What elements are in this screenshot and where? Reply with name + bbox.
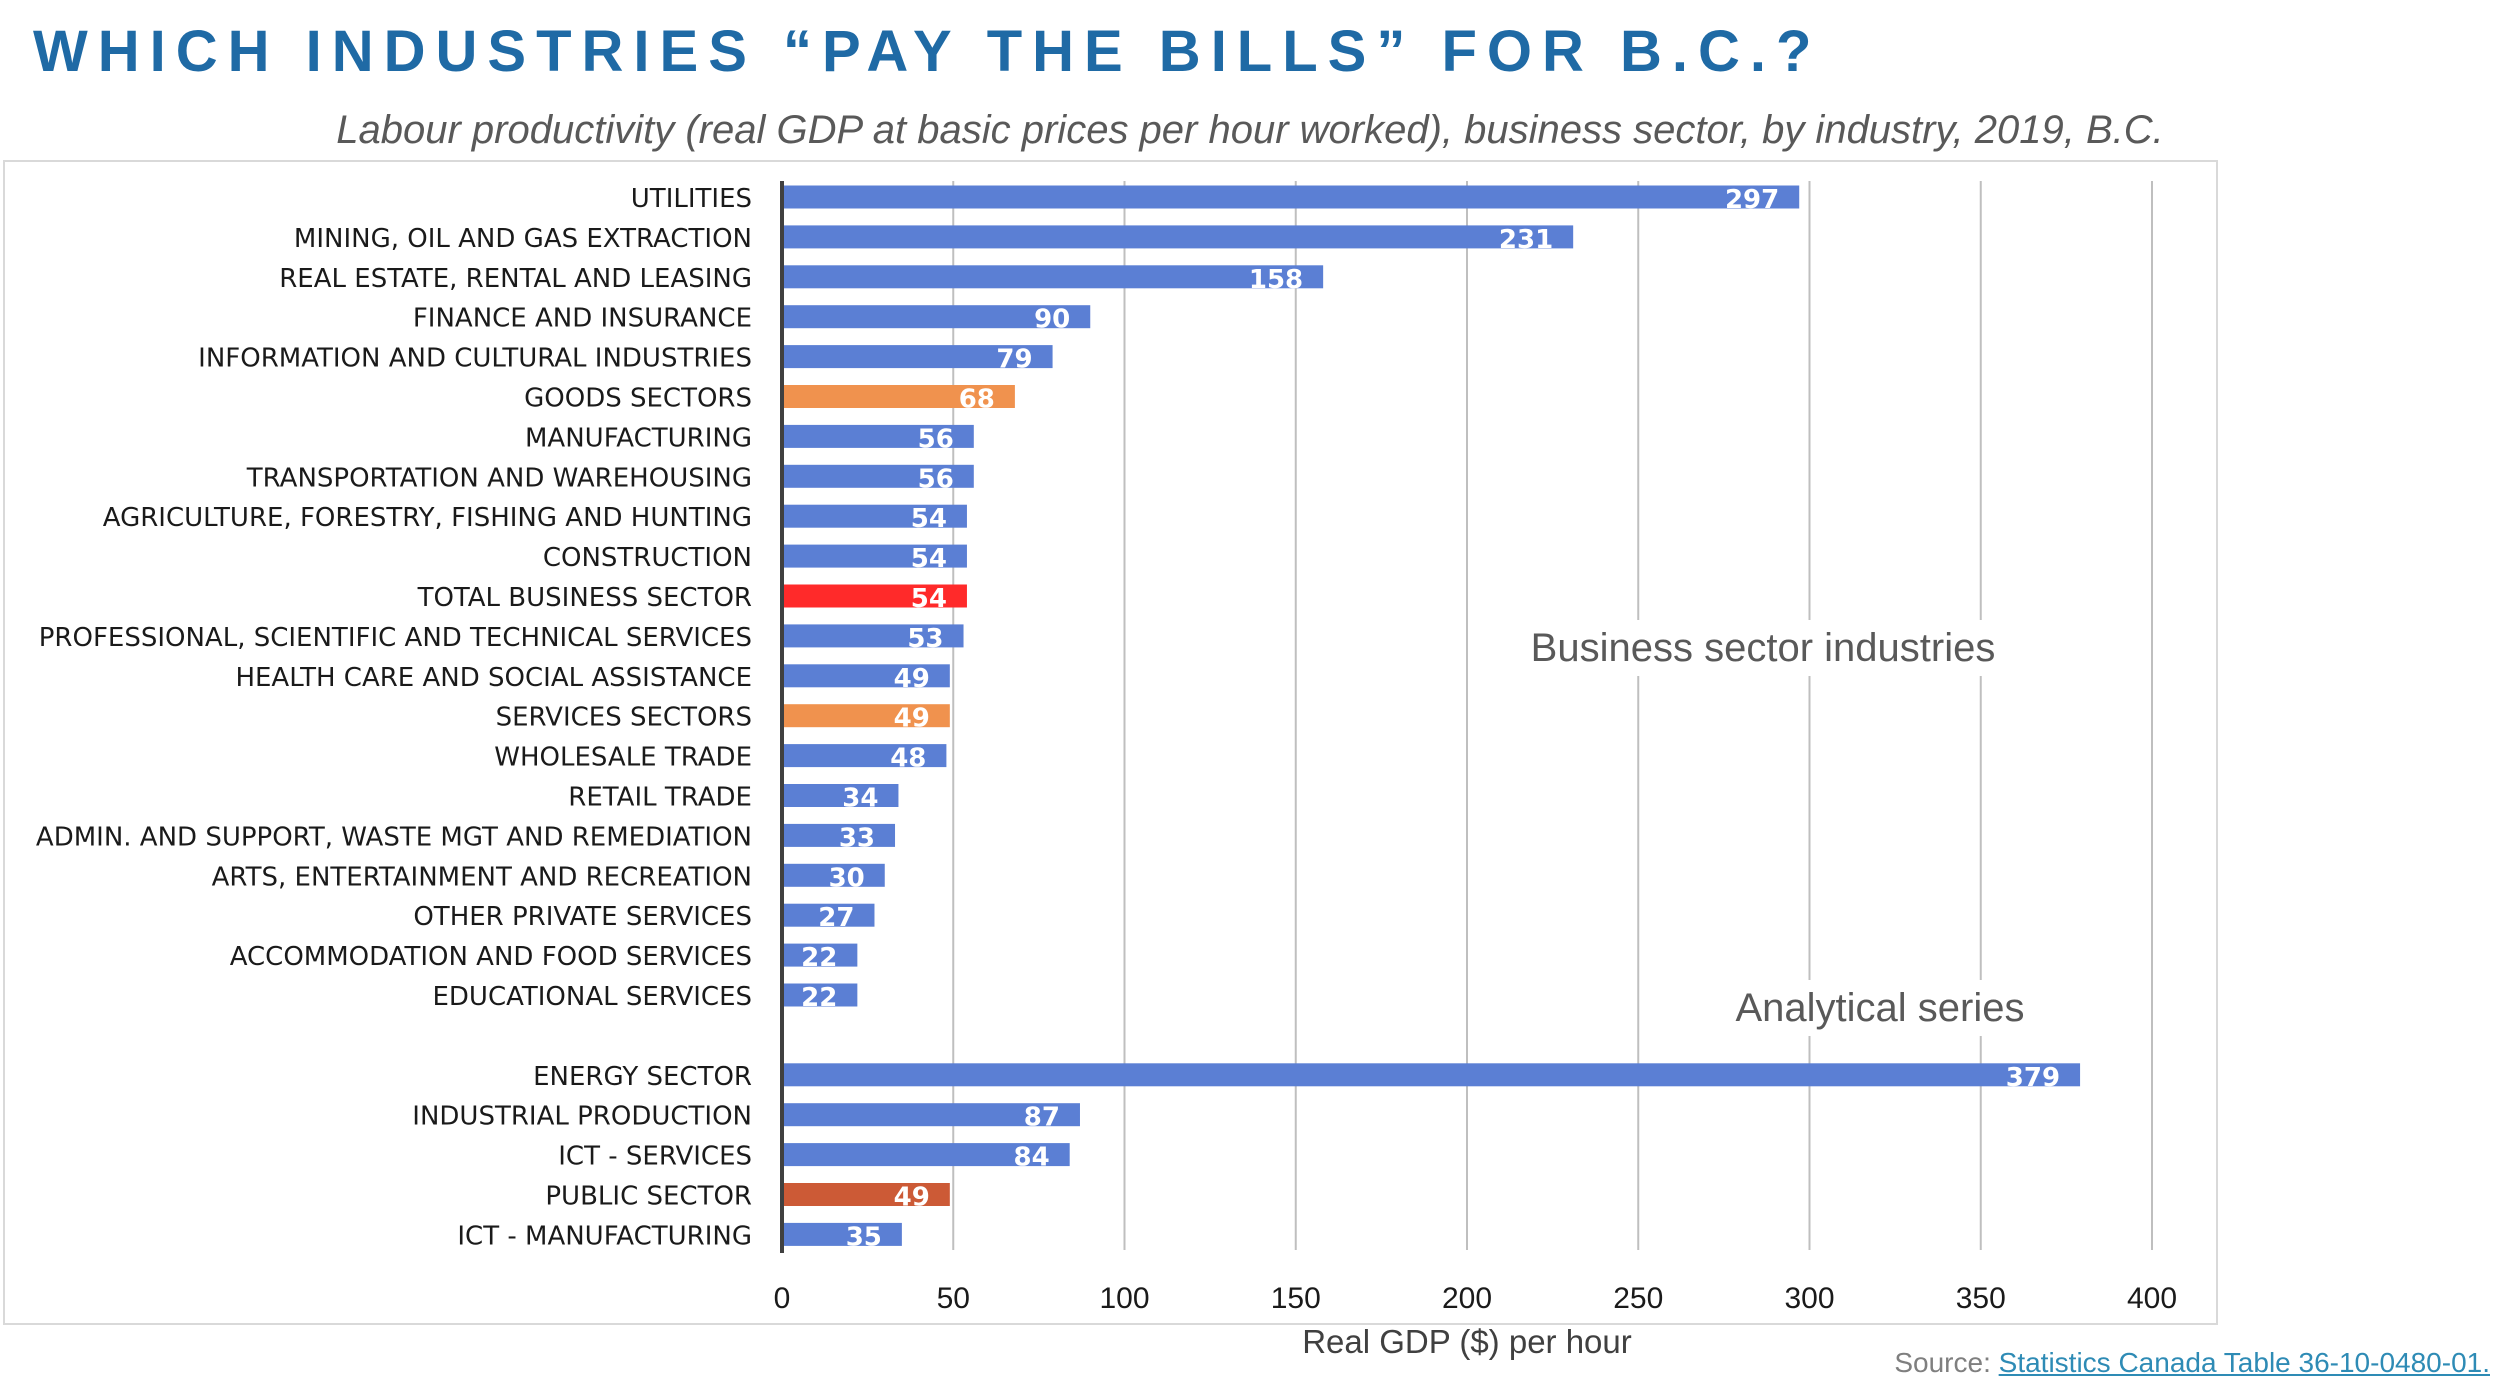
data-label-manufacturing: 56 bbox=[918, 424, 954, 454]
annotation-analytical-series-background bbox=[1721, 980, 2039, 1036]
bar-admin-and-support-waste-mgt-and-remediation bbox=[782, 823, 896, 847]
bar-public-sector bbox=[782, 1183, 950, 1206]
bar-ict-manufacturing bbox=[782, 1222, 902, 1246]
data-label-information-and-cultural-industries: 79 bbox=[996, 345, 1032, 375]
category-label-finance-and-insurance: FINANCE AND INSURANCE bbox=[413, 304, 752, 334]
source-prefix: Source: bbox=[1894, 1347, 1999, 1378]
bar-manufacturing bbox=[782, 424, 974, 448]
bar-accommodation-and-food-services bbox=[782, 943, 858, 967]
x-tick-label-200: 200 bbox=[1442, 1282, 1492, 1315]
bar-goods-sectors bbox=[782, 385, 1015, 408]
category-label-health-care-and-social-assistance: HEALTH CARE AND SOCIAL ASSISTANCE bbox=[235, 663, 752, 693]
data-label-goods-sectors: 68 bbox=[959, 385, 995, 415]
category-label-retail-trade: RETAIL TRADE bbox=[568, 783, 752, 813]
data-label-mining-oil-and-gas-extraction: 231 bbox=[1499, 225, 1553, 255]
category-label-admin-and-support-waste-mgt-and-remediation: ADMIN. AND SUPPORT, WASTE MGT AND REMEDI… bbox=[36, 822, 752, 852]
bar-information-and-cultural-industries bbox=[782, 345, 1053, 369]
x-tick-label-50: 50 bbox=[937, 1282, 970, 1315]
data-label-agriculture-forestry-fishing-and-hunting: 54 bbox=[911, 504, 947, 534]
data-label-ict-manufacturing: 35 bbox=[846, 1222, 882, 1252]
bar-energy-sector bbox=[782, 1063, 2081, 1087]
data-label-wholesale-trade: 48 bbox=[890, 744, 926, 774]
source-link[interactable]: Statistics Canada Table 36-10-0480-01. bbox=[1998, 1347, 2490, 1378]
category-label-energy-sector: ENERGY SECTOR bbox=[533, 1062, 752, 1092]
data-label-ict-services: 84 bbox=[1014, 1143, 1050, 1173]
bar-finance-and-insurance bbox=[782, 305, 1091, 329]
bar-educational-services bbox=[782, 983, 858, 1007]
x-tick-label-250: 250 bbox=[1613, 1282, 1663, 1315]
category-label-wholesale-trade: WHOLESALE TRADE bbox=[494, 743, 752, 773]
category-label-mining-oil-and-gas-extraction: MINING, OIL AND GAS EXTRACTION bbox=[294, 224, 752, 254]
category-label-other-private-services: OTHER PRIVATE SERVICES bbox=[413, 902, 752, 932]
bar-retail-trade bbox=[782, 784, 899, 807]
data-label-public-sector: 49 bbox=[894, 1183, 930, 1213]
category-label-utilities: UTILITIES bbox=[631, 184, 752, 214]
category-label-construction: CONSTRUCTION bbox=[543, 543, 752, 573]
category-label-professional-scientific-and-technical-services: PROFESSIONAL, SCIENTIFIC AND TECHNICAL S… bbox=[39, 623, 752, 653]
data-label-finance-and-insurance: 90 bbox=[1034, 305, 1070, 335]
chart-frame bbox=[3, 160, 2218, 1325]
data-label-retail-trade: 34 bbox=[842, 784, 878, 814]
bar-ict-services bbox=[782, 1143, 1070, 1167]
bar-other-private-services bbox=[782, 903, 875, 927]
data-label-professional-scientific-and-technical-services: 53 bbox=[907, 624, 943, 654]
data-label-arts-entertainment-and-recreation: 30 bbox=[829, 863, 865, 893]
x-axis-title: Real GDP ($) per hour bbox=[1302, 1323, 1632, 1360]
category-label-goods-sectors: GOODS SECTORS bbox=[524, 384, 752, 414]
data-label-total-business-sector: 54 bbox=[911, 584, 947, 614]
category-label-real-estate-rental-and-leasing: REAL ESTATE, RENTAL AND LEASING bbox=[279, 264, 752, 294]
category-label-total-business-sector: TOTAL BUSINESS SECTOR bbox=[417, 583, 752, 613]
category-label-ict-manufacturing: ICT - MANUFACTURING bbox=[457, 1221, 752, 1251]
x-tick-label-100: 100 bbox=[1099, 1282, 1149, 1315]
bar-real-estate-rental-and-leasing bbox=[782, 265, 1324, 289]
bar-construction bbox=[782, 544, 967, 568]
category-label-transportation-and-warehousing: TRANSPORTATION AND WAREHOUSING bbox=[246, 463, 752, 493]
x-tick-label-0: 0 bbox=[774, 1282, 791, 1315]
bar-total-business-sector bbox=[782, 584, 967, 608]
data-label-real-estate-rental-and-leasing: 158 bbox=[1249, 265, 1303, 295]
data-label-industrial-production: 87 bbox=[1024, 1103, 1060, 1133]
data-label-admin-and-support-waste-mgt-and-remediation: 33 bbox=[839, 823, 875, 853]
category-label-public-sector: PUBLIC SECTOR bbox=[545, 1182, 752, 1212]
data-label-energy-sector: 379 bbox=[2006, 1063, 2060, 1093]
bar-professional-scientific-and-technical-services bbox=[782, 624, 964, 648]
bar-mining-oil-and-gas-extraction bbox=[782, 225, 1574, 249]
annotation-business-sector-industries-background bbox=[1516, 620, 2010, 676]
category-label-ict-services: ICT - SERVICES bbox=[558, 1142, 752, 1172]
x-tick-label-400: 400 bbox=[2127, 1282, 2177, 1315]
bar-industrial-production bbox=[782, 1103, 1080, 1127]
data-label-construction: 54 bbox=[911, 544, 947, 574]
category-label-information-and-cultural-industries: INFORMATION AND CULTURAL INDUSTRIES bbox=[198, 344, 752, 374]
category-label-educational-services: EDUCATIONAL SERVICES bbox=[432, 982, 752, 1012]
data-label-other-private-services: 27 bbox=[818, 903, 854, 933]
bar-utilities bbox=[782, 185, 1800, 209]
page-title: WHICH INDUSTRIES “PAY THE BILLS” FOR B.C… bbox=[33, 19, 1822, 84]
bar-wholesale-trade bbox=[782, 744, 947, 768]
source-note: Source: Statistics Canada Table 36-10-04… bbox=[1894, 1347, 2490, 1379]
bar-arts-entertainment-and-recreation bbox=[782, 863, 885, 887]
category-label-arts-entertainment-and-recreation: ARTS, ENTERTAINMENT AND RECREATION bbox=[212, 862, 752, 892]
data-label-services-sectors: 49 bbox=[894, 704, 930, 734]
bar-agriculture-forestry-fishing-and-hunting bbox=[782, 504, 967, 528]
category-label-accommodation-and-food-services: ACCOMMODATION AND FOOD SERVICES bbox=[230, 942, 752, 972]
bar-health-care-and-social-assistance bbox=[782, 664, 950, 688]
data-label-educational-services: 22 bbox=[801, 983, 837, 1013]
data-label-health-care-and-social-assistance: 49 bbox=[894, 664, 930, 694]
x-tick-label-350: 350 bbox=[1956, 1282, 2006, 1315]
data-label-accommodation-and-food-services: 22 bbox=[801, 943, 837, 973]
annotation-business-sector-industries: Business sector industries bbox=[1531, 626, 1996, 670]
bar-services-sectors bbox=[782, 704, 950, 728]
chart-subtitle: Labour productivity (real GDP at basic p… bbox=[336, 108, 2164, 152]
bar-transportation-and-warehousing bbox=[782, 464, 974, 488]
category-label-services-sectors: SERVICES SECTORS bbox=[496, 703, 752, 733]
data-label-utilities: 297 bbox=[1725, 185, 1779, 215]
category-label-industrial-production: INDUSTRIAL PRODUCTION bbox=[412, 1102, 752, 1132]
x-tick-label-300: 300 bbox=[1784, 1282, 1834, 1315]
x-tick-label-150: 150 bbox=[1271, 1282, 1321, 1315]
category-label-agriculture-forestry-fishing-and-hunting: AGRICULTURE, FORESTRY, FISHING AND HUNTI… bbox=[103, 503, 752, 533]
data-label-transportation-and-warehousing: 56 bbox=[918, 464, 954, 494]
category-label-manufacturing: MANUFACTURING bbox=[525, 423, 752, 453]
annotation-analytical-series: Analytical series bbox=[1735, 986, 2024, 1030]
